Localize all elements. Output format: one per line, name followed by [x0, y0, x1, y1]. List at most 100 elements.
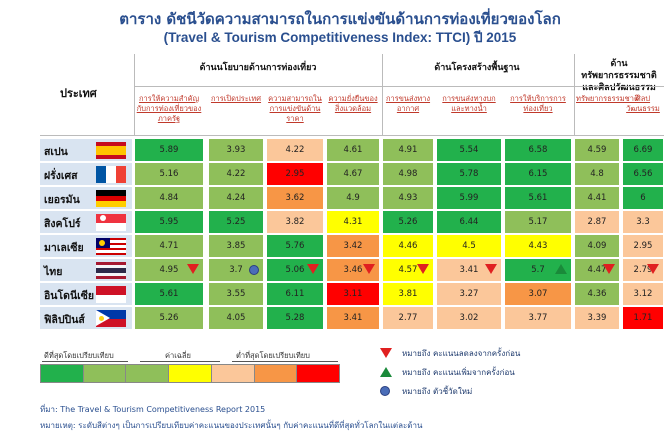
country-label: ฝรั่งเศส: [40, 163, 132, 185]
chart-title: ตาราง ดัชนีวัดความสามารถในการแข่งขันด้าน…: [100, 10, 580, 48]
cell-value: 4.41: [587, 193, 607, 203]
cell-value: 2.77: [398, 313, 418, 323]
table-cell: 4.43: [505, 235, 571, 257]
down-triangle-icon: [603, 264, 615, 274]
new-indicator-icon-shape: [380, 385, 390, 396]
table-cell: 6.44: [437, 211, 501, 233]
table-cell: 4.47: [575, 259, 619, 281]
subcolumn-header: การให้ความสำคัญกับการท่องเที่ยวของภาครัฐ: [136, 94, 202, 123]
germany-flag-icon: [96, 190, 126, 207]
table-cell: 3.41: [327, 307, 379, 329]
up-triangle-icon-shape: [380, 366, 392, 377]
country-label: อินโดนีเซีย: [40, 283, 132, 305]
cell-value: 2.79: [633, 265, 653, 275]
cell-value: 3.7: [229, 265, 243, 275]
france-flag-icon: [96, 166, 126, 183]
table-cell: 2.79: [623, 259, 663, 281]
table-cell: 6.11: [267, 283, 323, 305]
cell-value: 5.61: [528, 193, 548, 203]
cell-value: 3.85: [226, 241, 246, 251]
country-name: สิงคโปร์: [44, 218, 81, 230]
table-cell: 5.25: [209, 211, 263, 233]
cell-value: 4.8: [590, 169, 604, 179]
cell-value: 3.46: [343, 265, 363, 275]
legend-swatch: [126, 365, 170, 382]
marker-legend-item: หมายถึง คะแนนลดลงจากครั้งก่อน: [380, 347, 520, 360]
group-header-natural-cultural-divider: [574, 54, 575, 136]
legend-avg-label: ค่าเฉลี่ย: [165, 351, 191, 360]
table-cell: 4.8: [575, 163, 619, 185]
table-cell: 4.9: [327, 187, 379, 209]
legend-swatch: [83, 365, 127, 382]
group-header-infrastructure: ด้านโครงสร้างพื้นฐาน: [434, 63, 520, 73]
table-cell: 2.95: [267, 163, 323, 185]
subcolumn-header: การขนส่งทางอากาศ: [385, 94, 431, 113]
country-name: ฝรั่งเศส: [44, 170, 78, 182]
legend-best-label: ดีที่สุดโดยเปรียบเทียบ: [44, 351, 114, 360]
cell-value: 4.22: [226, 169, 246, 179]
table-cell: 3.85: [209, 235, 263, 257]
country-name: สเปน: [44, 146, 68, 158]
cell-value: 3.55: [226, 289, 246, 299]
cell-value: 5.78: [459, 169, 479, 179]
table-cell: 2.95: [623, 235, 663, 257]
footnote: หมายเหตุ: ระดับสีต่างๆ เป็นการเปรียบเทีย…: [40, 421, 423, 430]
legend-avg-line: [140, 361, 220, 362]
cell-value: 4.31: [343, 217, 363, 227]
table-cell: 3.07: [505, 283, 571, 305]
cell-value: 5.26: [398, 217, 418, 227]
legend-best-line: [42, 361, 128, 362]
table-cell: 4.61: [327, 139, 379, 161]
title-line-2: (Travel & Tourism Competitiveness Index:…: [163, 30, 517, 45]
thailand-flag-icon: [96, 262, 126, 279]
cell-value: 4.5: [462, 241, 476, 251]
legend-swatch: [254, 365, 298, 382]
down-triangle-icon: [417, 264, 429, 274]
table-cell: 6.58: [505, 139, 571, 161]
table-cell: 4.57: [383, 259, 433, 281]
table-cell: 5.16: [135, 163, 203, 185]
table-cell: 3.42: [327, 235, 379, 257]
group-header-infrastructure-divider: [382, 54, 383, 136]
cell-value: 3.11: [343, 289, 363, 299]
legend-worst-label: ต่ำที่สุดโดยเปรียบเทียบ: [236, 351, 310, 360]
cell-value: 5.28: [285, 313, 305, 323]
table-cell: 1.71: [623, 307, 663, 329]
cell-value: 6.15: [528, 169, 548, 179]
cell-value: 3.77: [528, 313, 548, 323]
table-cell: 3.62: [267, 187, 323, 209]
table-cell: 4.91: [383, 139, 433, 161]
down-triangle-icon-shape: [380, 347, 392, 358]
spain-flag-icon: [96, 142, 126, 159]
table-cell: 4.5: [437, 235, 501, 257]
table-cell: 3.81: [383, 283, 433, 305]
singapore-flag-icon: [96, 214, 126, 231]
table-cell: 5.76: [267, 235, 323, 257]
cell-value: 3.02: [459, 313, 479, 323]
cell-value: 6: [640, 193, 646, 203]
table-cell: 3.77: [505, 307, 571, 329]
cell-value: 4.84: [159, 193, 179, 203]
table-cell: 4.41: [575, 187, 619, 209]
cell-value: 3.07: [528, 289, 548, 299]
subcolumn-header: ศิลปวัฒนธรรม: [626, 94, 660, 113]
cell-value: 4.71: [159, 241, 179, 251]
table-cell: 5.06: [267, 259, 323, 281]
table-cell: 5.7: [505, 259, 571, 281]
table-cell: 5.28: [267, 307, 323, 329]
cell-value: 4.09: [587, 241, 607, 251]
table-cell: 4.67: [327, 163, 379, 185]
new-indicator-icon: [249, 265, 259, 275]
subcolumn-header: ความยั่งยืนของสิ่งแวดล้อม: [328, 94, 378, 113]
subcolumn-header: การให้บริการการท่องเที่ยว: [510, 94, 566, 113]
cell-value: 4.95: [159, 265, 179, 275]
country-name: ไทย: [44, 266, 63, 278]
legend-swatch: [297, 365, 340, 382]
table-cell: 3.12: [623, 283, 663, 305]
table-cell: 6.15: [505, 163, 571, 185]
marker-legend-label: หมายถึง คะแนนลดลงจากครั้งก่อน: [402, 349, 521, 358]
cell-value: 6.44: [459, 217, 479, 227]
table-cell: 3.7: [209, 259, 263, 281]
cell-value: 3.42: [343, 241, 363, 251]
table-cell: 4.98: [383, 163, 433, 185]
